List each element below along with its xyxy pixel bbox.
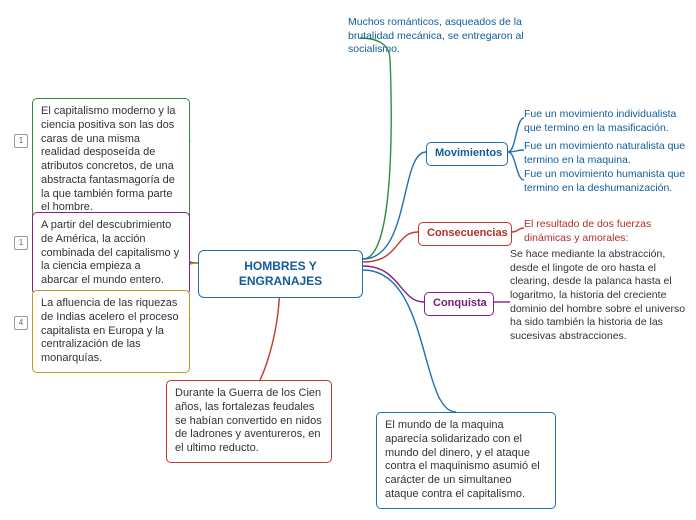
left-node-left3[interactable]: La afluencia de las riquezas de Indias a…	[32, 290, 190, 373]
left-node-left1[interactable]: El capitalismo moderno y la ciencia posi…	[32, 98, 190, 222]
sub-movimientos[interactable]: Movimientos	[426, 142, 508, 166]
node-maquina[interactable]: El mundo de la maquina aparecía solidari…	[376, 412, 556, 509]
badge-left1: 1	[14, 134, 28, 148]
left-node-left4[interactable]: Durante la Guerra de los Cien años, las …	[166, 380, 332, 463]
sub-movimientos-item-0[interactable]: Fue un movimiento individualista que ter…	[524, 108, 696, 135]
badge-left2: 1	[14, 236, 28, 250]
badge-left3: 4	[14, 316, 28, 330]
sub-consecuencias[interactable]: Consecuencias	[418, 222, 512, 246]
left-node-left2[interactable]: A partir del descubrimiento de América, …	[32, 212, 190, 295]
sub-movimientos-item-1[interactable]: Fue un movimiento naturalista que termin…	[524, 140, 696, 167]
sub-consecuencias-item-0[interactable]: El resultado de dos fuerzas dinámicas y …	[524, 218, 696, 245]
node-romanticos[interactable]: Muchos románticos, asqueados de la bruta…	[348, 16, 528, 57]
central-node[interactable]: HOMBRES Y ENGRANAJES	[198, 250, 363, 298]
sub-movimientos-item-2[interactable]: Fue un movimiento humanista que termino …	[524, 168, 696, 195]
sub-conquista[interactable]: Conquista	[424, 292, 494, 316]
sub-conquista-item-0[interactable]: Se hace mediante la abstracción, desde e…	[510, 248, 696, 343]
